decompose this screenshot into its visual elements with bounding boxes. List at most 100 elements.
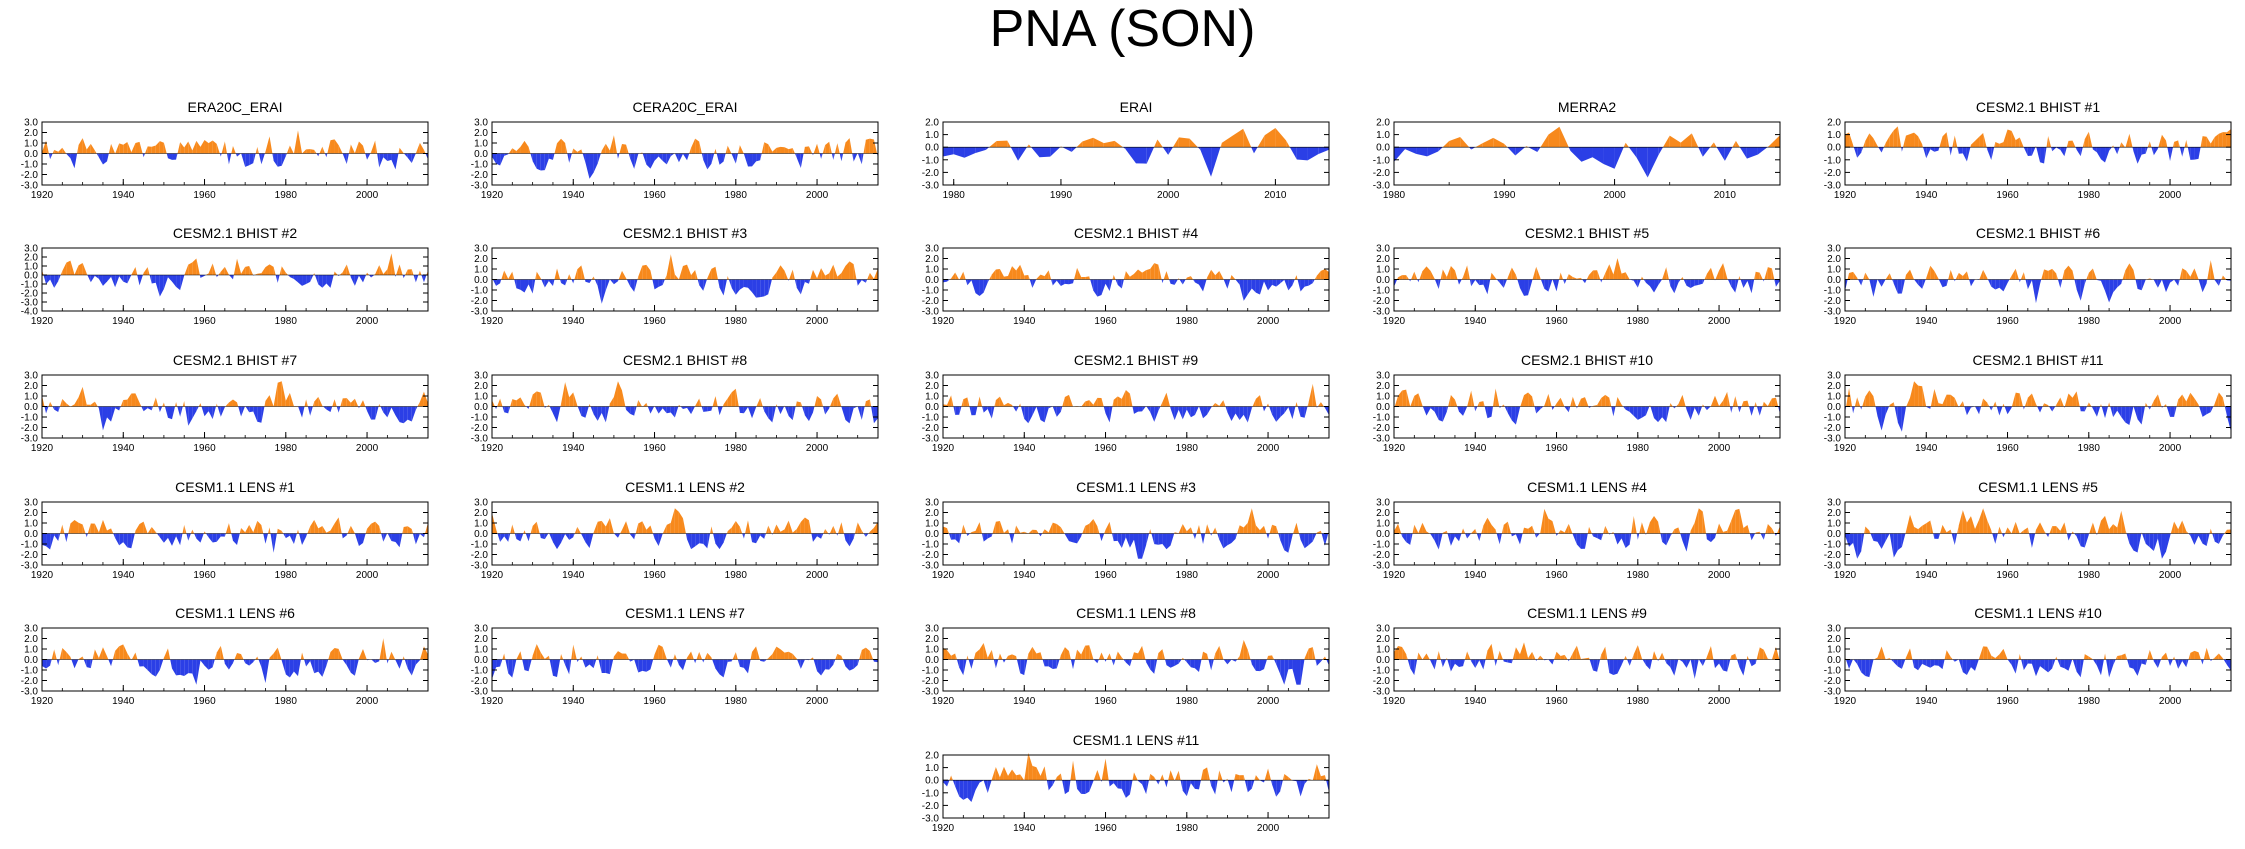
negative-area [1643,279,1646,283]
negative-area [415,275,419,283]
negative-area [1885,533,1890,541]
negative-area [1164,780,1167,788]
positive-area [123,644,128,660]
negative-area [224,659,229,670]
negative-area [151,275,156,284]
positive-area [2145,402,2148,407]
negative-area [2137,659,2142,676]
negative-area [2084,406,2087,412]
positive-area [1398,275,1403,280]
negative-area [2121,279,2123,284]
positive-area [2046,135,2049,148]
y-tick-label: -2.0 [1824,676,1842,687]
positive-area [2049,526,2053,534]
positive-area [1154,139,1158,148]
positive-area [1463,528,1466,534]
positive-area [2178,394,2183,407]
negative-area [46,275,51,285]
positive-area [300,652,303,660]
negative-area [701,153,704,161]
negative-area [1193,279,1195,283]
positive-area [2186,139,2188,148]
positive-area [1157,139,1163,148]
negative-area [561,533,566,543]
negative-area [593,406,598,421]
negative-area [358,275,363,283]
negative-area [98,153,103,165]
negative-area [497,533,501,542]
negative-area [1503,659,1508,663]
positive-area [1109,653,1112,660]
positive-area [1162,392,1167,407]
positive-area [664,274,667,280]
positive-area [768,525,772,534]
positive-area [1564,523,1569,534]
negative-area [1223,533,1228,549]
negative-area [1666,533,1671,546]
negative-area [1757,147,1768,155]
positive-area [1182,657,1185,660]
positive-area [833,393,838,407]
positive-area [1767,524,1772,534]
negative-area [764,279,769,297]
positive-area [62,524,65,534]
positive-area [2224,529,2227,534]
y-tick-label: -1.0 [1824,540,1842,551]
positive-area [838,522,842,534]
positive-area [66,260,71,275]
negative-area [1113,659,1116,666]
positive-area [1566,274,1569,280]
negative-area [1698,147,1703,157]
positive-area [2125,653,2128,660]
positive-area [2149,141,2152,148]
positive-area [297,130,303,154]
negative-area [594,279,598,287]
positive-area [1205,524,1208,534]
negative-area [1629,279,1634,281]
x-tick-label: 1920 [1383,316,1406,327]
positive-area [829,141,832,154]
negative-area [1190,659,1195,669]
positive-area [190,529,193,534]
positive-area [1706,267,1711,280]
positive-area [281,266,286,275]
y-tick-label: -3.0 [1373,307,1391,318]
negative-area [86,533,88,538]
negative-area [1032,279,1037,288]
positive-area [1987,646,1992,660]
positive-area [1576,645,1581,660]
positive-area [1914,381,1919,407]
positive-area [388,651,392,660]
negative-area [2145,147,2148,154]
negative-area [1138,406,1143,412]
positive-area [1203,651,1208,660]
negative-area [1901,406,1906,432]
negative-area [1475,279,1480,286]
y-tick-label: -1.0 [922,666,940,677]
positive-area [1016,774,1021,781]
positive-area [220,266,225,275]
negative-area [735,279,740,295]
positive-area [951,775,953,781]
negative-area [2161,279,2166,293]
negative-area [650,659,654,670]
negative-area [1190,406,1195,418]
positive-area [1716,523,1720,534]
negative-area [1447,659,1451,672]
panel: CESM1.1 LENS #73.02.01.00.0-1.0-2.0-3.01… [471,605,879,707]
negative-area [2198,279,2203,293]
positive-area [597,520,602,534]
y-tick-label: -2.0 [1373,296,1391,307]
positive-area [1865,526,1870,534]
negative-area [561,279,566,286]
positive-area [1207,524,1211,534]
positive-area [873,268,878,280]
x-tick-label: 2000 [356,316,379,327]
negative-area [1048,780,1053,791]
y-tick-label: -3.0 [471,561,489,572]
positive-area [1121,657,1124,660]
negative-area [1211,147,1221,177]
positive-area [1537,655,1541,660]
negative-area [1861,147,1864,153]
positive-area [780,649,785,660]
